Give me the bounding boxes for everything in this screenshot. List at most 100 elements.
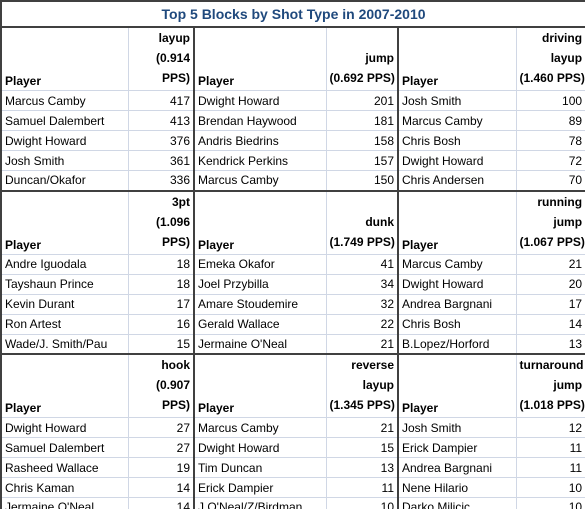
block-count: 17 [515,293,585,315]
player-name: Amare Stoudemire [193,293,327,315]
player-name: Andrea Bargnani [397,293,517,315]
stat-header-line: running [537,194,583,209]
player-name: Dwight Howard [397,273,517,295]
block-count: 22 [325,313,399,335]
player-name: Jermaine O'Neal [193,333,327,355]
player-name: Dwight Howard [193,90,327,111]
player-name: Chris Andersen [397,170,517,191]
block-count: 13 [325,457,399,478]
block-count: 157 [325,150,399,171]
stat-header-line: layup [550,51,583,65]
stat-header-line: turnaround [519,358,584,372]
stat-header: turnaround jump (1.018 PPS) [515,353,585,418]
player-name: Kevin Durant [0,293,129,315]
player-name: Samuel Dalembert [0,110,129,131]
player-name: Erick Dampier [193,477,327,498]
block-count: 100 [515,90,585,111]
data-row: Kevin Durant 17 Amare Stoudemire 32 Andrea B… [0,293,585,315]
stat-header: dunk (1.749 PPS) [325,189,399,255]
block-count: 413 [127,110,195,131]
player-name: Chris Kaman [0,477,129,498]
data-row: Jermaine O'Neal 14 J.O'Neal/Z/Birdman 10 Dar… [0,497,585,509]
block-count: 27 [127,417,195,438]
block-count: 12 [515,417,585,438]
block-count: 361 [127,150,195,171]
data-row: Andre Iguodala 18 Emeka Okafor 41 Marcus Cam… [0,253,585,275]
stat-header: layup (0.914 PPS) [127,26,195,91]
block-count: 336 [127,170,195,191]
player-header: Player [397,353,517,418]
player-name: Darko Milicic [397,497,517,509]
player-name: Jermaine O'Neal [0,497,129,509]
player-name: Josh Smith [397,90,517,111]
stat-header-line: PPS) [161,234,190,249]
data-row: Josh Smith 361 Kendrick Perkins 157 Dwight H… [0,150,585,171]
player-name: Andrea Bargnani [397,457,517,478]
data-row: Ron Artest 16 Gerald Wallace 22 Chris Bosh 14 [0,313,585,335]
block-count: 34 [325,273,399,295]
player-name: Chris Bosh [397,130,517,151]
stat-header-line: reverse [351,358,394,372]
block-count: 78 [515,130,585,151]
stat-header-line: jump [553,214,583,229]
block-count: 32 [325,293,399,315]
block-count: 20 [515,273,585,295]
player-name: Dwight Howard [193,437,327,458]
block-count: 15 [325,437,399,458]
player-name: B.Lopez/Horford [397,333,517,355]
player-name: Gerald Wallace [193,313,327,335]
player-name: Dwight Howard [0,417,129,438]
block-count: 72 [515,150,585,171]
data-row: Samuel Dalembert 27 Dwight Howard 15 Erick D… [0,437,585,458]
table-title: Top 5 Blocks by Shot Type in 2007-2010 [0,0,585,28]
player-name: Marcus Camby [193,170,327,191]
player-name: Marcus Camby [0,90,129,111]
stat-header-line: driving [542,31,583,45]
block-count: 27 [127,437,195,458]
data-row: Dwight Howard 27 Marcus Camby 21 Josh Smith 1… [0,417,585,438]
block-count: 89 [515,110,585,131]
data-row: Wade/J. Smith/Pau 15 Jermaine O'Neal 21 B.Lo… [0,333,585,355]
block-count: 21 [515,253,585,275]
player-name: Chris Bosh [397,313,517,335]
stat-header-line: (1.460 PPS) [519,71,585,85]
player-name: Samuel Dalembert [0,437,129,458]
header-row: Player 3pt (1.096 PPS) Player dunk (1.749 PPS)… [0,189,585,255]
stat-header-line: (0.907 [155,378,190,392]
player-name: Ron Artest [0,313,129,335]
player-header: Player [397,189,517,255]
player-header: Player [0,26,129,91]
data-row: Marcus Camby 417 Dwight Howard 201 Josh Smit… [0,90,585,111]
player-name: Rasheed Wallace [0,457,129,478]
block-count: 19 [127,457,195,478]
block-count: 41 [325,253,399,275]
stat-header: running jump (1.067 PPS) [515,189,585,255]
stat-header: hook (0.907 PPS) [127,353,195,418]
block-count: 11 [515,457,585,478]
stat-header-line: 3pt [172,194,190,209]
block-count: 417 [127,90,195,111]
data-row: Tayshaun Prince 18 Joel Przybilla 34 Dwight … [0,273,585,295]
block-count: 376 [127,130,195,151]
stat-header-line: (1.018 PPS) [519,398,585,412]
stat-header-line: PPS) [161,71,190,85]
block-count: 10 [515,477,585,498]
stat-header-line: (1.096 [155,214,190,229]
player-name: Dwight Howard [0,130,129,151]
block-count: 10 [325,497,399,509]
player-header: Player [0,189,129,255]
stat-header-line: layup [158,31,190,45]
block-count: 11 [515,437,585,458]
header-row: Player layup (0.914 PPS) Player jump (0.692 PP… [0,26,585,91]
player-name: Wade/J. Smith/Pau [0,333,129,355]
stat-header: jump (0.692 PPS) [325,26,399,91]
data-row: Samuel Dalembert 413 Brendan Haywood 181 Mar… [0,110,585,131]
data-row: Duncan/Okafor 336 Marcus Camby 150 Chris And… [0,170,585,191]
player-header: Player [0,353,129,418]
stat-header: driving layup (1.460 PPS) [515,26,585,91]
header-row: Player hook (0.907 PPS) Player reverse layup (1… [0,353,585,418]
stat-header: 3pt (1.096 PPS) [127,189,195,255]
block-count: 14 [515,313,585,335]
stat-header-line: hook [161,358,190,372]
